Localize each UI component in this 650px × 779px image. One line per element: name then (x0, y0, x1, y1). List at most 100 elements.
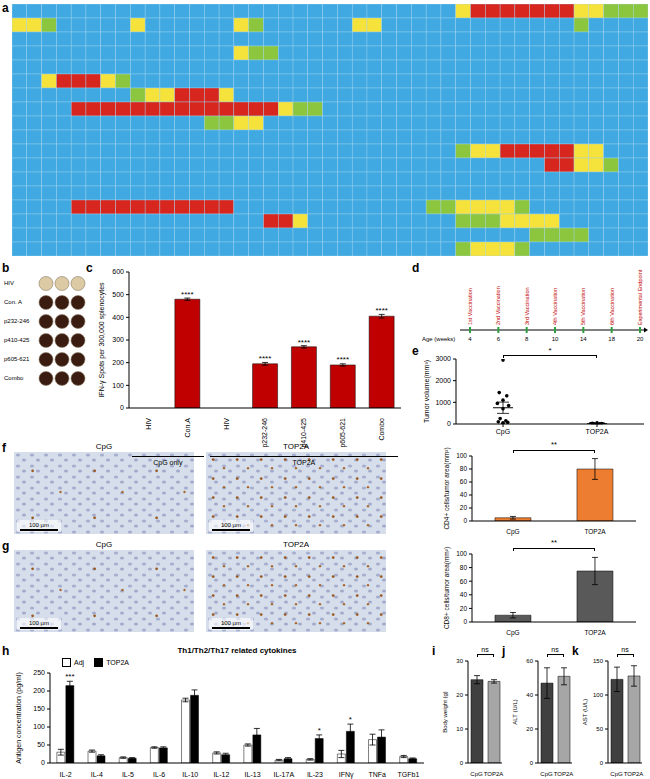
svg-text:100: 100 (593, 692, 604, 698)
svg-text:TOP2A: TOP2A (624, 771, 642, 777)
svg-text:100 µm: 100 µm (29, 620, 49, 626)
svg-text:Body weight (g): Body weight (g) (442, 691, 448, 733)
svg-text:20: 20 (456, 692, 463, 698)
svg-text:Tumor volume(mm³): Tumor volume(mm³) (423, 360, 431, 423)
svg-text:10: 10 (552, 336, 559, 342)
svg-text:100: 100 (112, 382, 124, 389)
svg-text:6th Vaccination: 6th Vaccination (609, 288, 615, 325)
svg-text:150: 150 (593, 658, 604, 664)
svg-text:****: **** (375, 306, 387, 315)
svg-text:0: 0 (460, 760, 464, 766)
svg-text:300: 300 (112, 336, 124, 343)
svg-text:100 µm: 100 µm (29, 522, 49, 528)
svg-text:5th Vaccination: 5th Vaccination (580, 288, 586, 325)
svg-text:10: 10 (456, 726, 463, 732)
svg-text:0: 0 (530, 760, 534, 766)
svg-text:****: **** (259, 354, 271, 363)
svg-text:Combo: Combo (378, 418, 385, 441)
svg-text:40: 40 (526, 692, 533, 698)
svg-text:0: 0 (41, 759, 45, 766)
svg-text:3rd Vaccination: 3rd Vaccination (524, 287, 530, 325)
svg-text:600: 600 (112, 268, 124, 275)
svg-text:100: 100 (456, 452, 467, 459)
svg-text:80: 80 (460, 465, 468, 472)
svg-text:60: 60 (460, 478, 468, 485)
svg-text:Experimental Endpoint: Experimental Endpoint (637, 269, 642, 325)
svg-text:IFNγ: IFNγ (339, 771, 354, 779)
svg-text:***: *** (65, 672, 74, 681)
svg-text:CpG: CpG (506, 629, 519, 637)
svg-text:IL-10: IL-10 (182, 771, 198, 778)
svg-text:AST (U/L): AST (U/L) (582, 699, 588, 726)
svg-text:0: 0 (463, 517, 467, 524)
svg-text:IL-4: IL-4 (91, 771, 103, 778)
svg-text:60: 60 (460, 578, 468, 585)
svg-text:200: 200 (112, 359, 124, 366)
svg-text:IL-13: IL-13 (245, 771, 261, 778)
svg-text:0: 0 (447, 420, 451, 427)
svg-text:IL-5: IL-5 (122, 771, 134, 778)
svg-text:400: 400 (112, 314, 124, 321)
svg-text:2nd Vaccination: 2nd Vaccination (495, 286, 501, 325)
svg-text:TOP2A: TOP2A (484, 771, 504, 777)
svg-text:100 µm: 100 µm (221, 522, 241, 528)
svg-text:Antigen concentration (pg/ml): Antigen concentration (pg/ml) (15, 672, 23, 763)
svg-text:14: 14 (580, 336, 587, 342)
svg-text:1000: 1000 (435, 399, 451, 406)
svg-text:HIV: HIV (145, 418, 152, 430)
svg-text:2000: 2000 (435, 377, 451, 384)
svg-text:6: 6 (497, 336, 501, 342)
svg-text:*: * (349, 715, 352, 724)
svg-text:20: 20 (526, 726, 533, 732)
svg-text:TOP2A: TOP2A (586, 428, 609, 435)
svg-text:3000: 3000 (435, 355, 451, 362)
svg-text:CpG: CpG (540, 771, 553, 777)
svg-text:TNFa: TNFa (369, 771, 387, 778)
svg-text:IL-2: IL-2 (60, 771, 72, 778)
svg-text:CD8+ cells/tumor area(mm²): CD8+ cells/tumor area(mm²) (443, 547, 451, 629)
svg-text:IL-12: IL-12 (213, 771, 229, 778)
svg-text:50: 50 (596, 726, 603, 732)
svg-text:20: 20 (460, 504, 468, 511)
svg-text:****: **** (181, 290, 193, 299)
svg-text:50: 50 (37, 741, 45, 748)
svg-text:ALT (U/L): ALT (U/L) (512, 699, 518, 724)
svg-text:CpG: CpG (496, 428, 510, 436)
svg-text:Age (weeks): Age (weeks) (422, 336, 455, 342)
svg-text:****: **** (298, 338, 310, 347)
svg-text:8: 8 (525, 336, 529, 342)
svg-text:500: 500 (112, 291, 124, 298)
svg-text:****: **** (337, 355, 349, 364)
svg-text:20: 20 (637, 336, 642, 342)
svg-text:TOP2A: TOP2A (584, 528, 606, 535)
svg-text:CpG: CpG (506, 528, 519, 536)
svg-text:TOP2A: TOP2A (584, 629, 606, 636)
svg-text:p410-425: p410-425 (300, 418, 308, 448)
svg-text:IFN-γ Spots per 300,000 spleno: IFN-γ Spots per 300,000 splenocytes (98, 282, 106, 398)
svg-text:CpG: CpG (470, 771, 483, 777)
svg-text:IL-23: IL-23 (307, 771, 323, 778)
svg-text:0: 0 (120, 404, 124, 411)
svg-text:1st Vaccination: 1st Vaccination (467, 288, 473, 325)
svg-text:40: 40 (460, 491, 468, 498)
svg-text:80: 80 (460, 564, 468, 571)
svg-text:100: 100 (456, 550, 467, 557)
svg-text:0: 0 (600, 760, 604, 766)
svg-text:4: 4 (468, 336, 472, 342)
svg-text:HIV: HIV (223, 418, 230, 430)
svg-text:TGFb1: TGFb1 (398, 771, 420, 778)
svg-text:p605-621: p605-621 (339, 418, 347, 448)
svg-text:IL-6: IL-6 (153, 771, 165, 778)
svg-text:60: 60 (526, 658, 533, 664)
svg-text:*: * (318, 726, 321, 735)
svg-text:200: 200 (33, 687, 45, 694)
svg-text:CpG: CpG (610, 771, 623, 777)
svg-text:40: 40 (460, 591, 468, 598)
svg-text:0: 0 (463, 618, 467, 625)
svg-text:IL-17A: IL-17A (273, 771, 294, 778)
svg-text:4th Vaccination: 4th Vaccination (552, 288, 558, 325)
svg-text:p232-246: p232-246 (261, 418, 269, 448)
svg-text:150: 150 (33, 705, 45, 712)
svg-text:20: 20 (460, 605, 468, 612)
svg-text:18: 18 (608, 336, 615, 342)
